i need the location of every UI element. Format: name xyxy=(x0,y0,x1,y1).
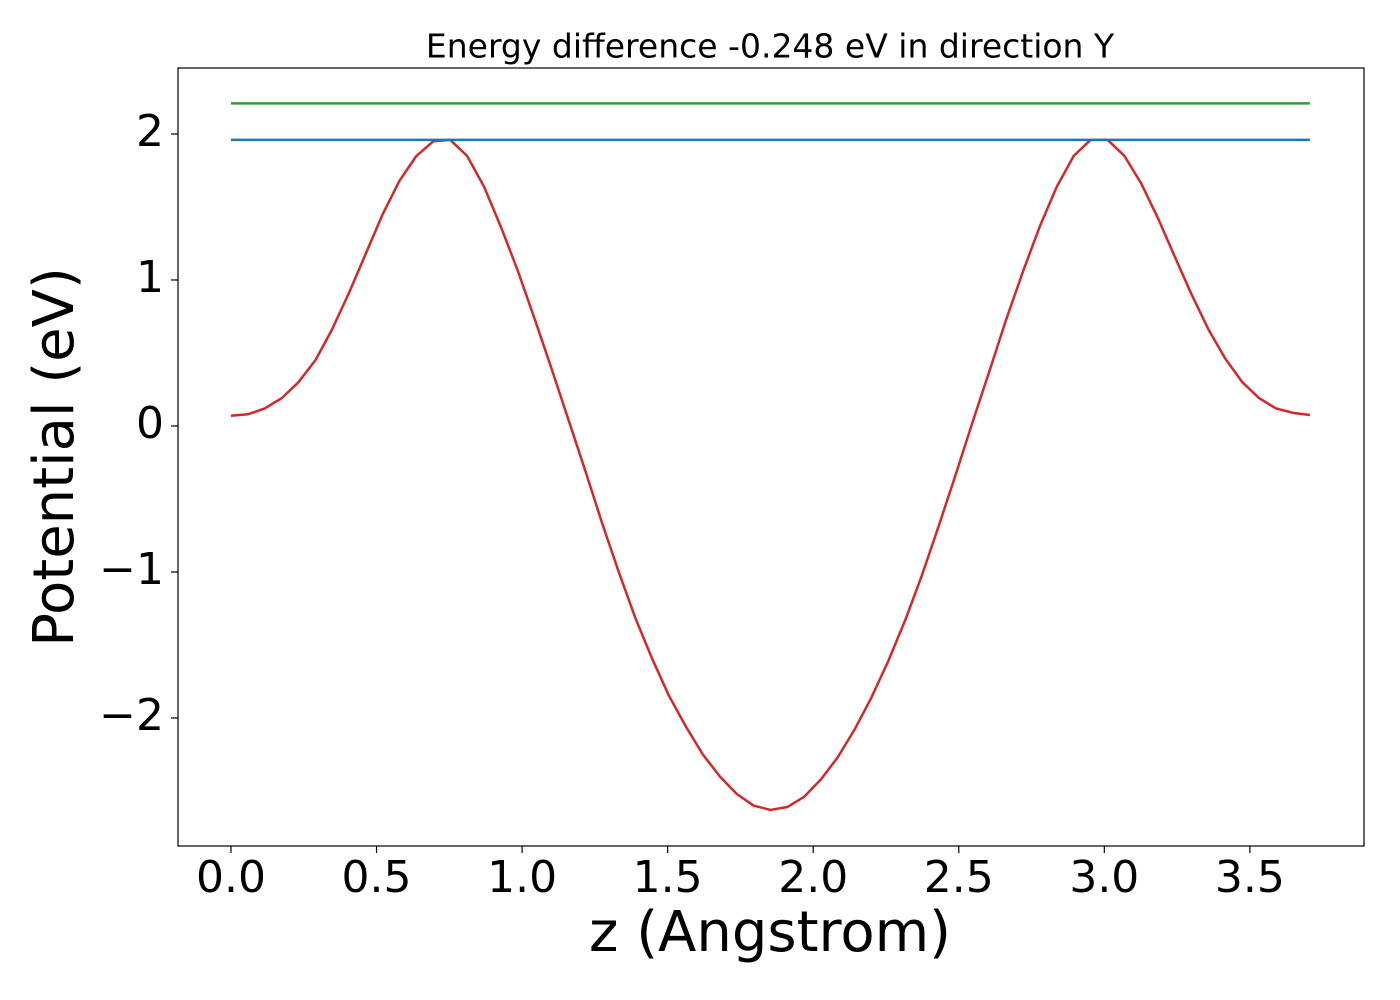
y-tick-label: 0 xyxy=(136,398,164,449)
chart-title: Energy difference -0.248 eV in direction… xyxy=(426,27,1115,66)
y-tick-label: −2 xyxy=(99,690,164,741)
y-tick-label: −1 xyxy=(99,544,164,595)
x-tick-label: 2.5 xyxy=(924,852,994,903)
y-tick-label: 2 xyxy=(136,106,164,157)
x-tick-label: 2.0 xyxy=(778,852,848,903)
plot-frame xyxy=(177,67,1365,847)
x-tick-label: 3.0 xyxy=(1069,852,1139,903)
x-tick-label: 0.5 xyxy=(342,852,412,903)
line-series xyxy=(230,138,1311,812)
y-tick-label: 1 xyxy=(136,252,164,303)
y-axis-label: Potential (eV) xyxy=(22,267,87,647)
x-tick-label: 1.0 xyxy=(487,852,557,903)
x-tick-label: 3.5 xyxy=(1215,852,1285,903)
x-tick-label: 1.5 xyxy=(633,852,703,903)
x-axis-label: z (Angstrom) xyxy=(589,900,951,965)
x-tick-label: 0.0 xyxy=(196,852,266,903)
